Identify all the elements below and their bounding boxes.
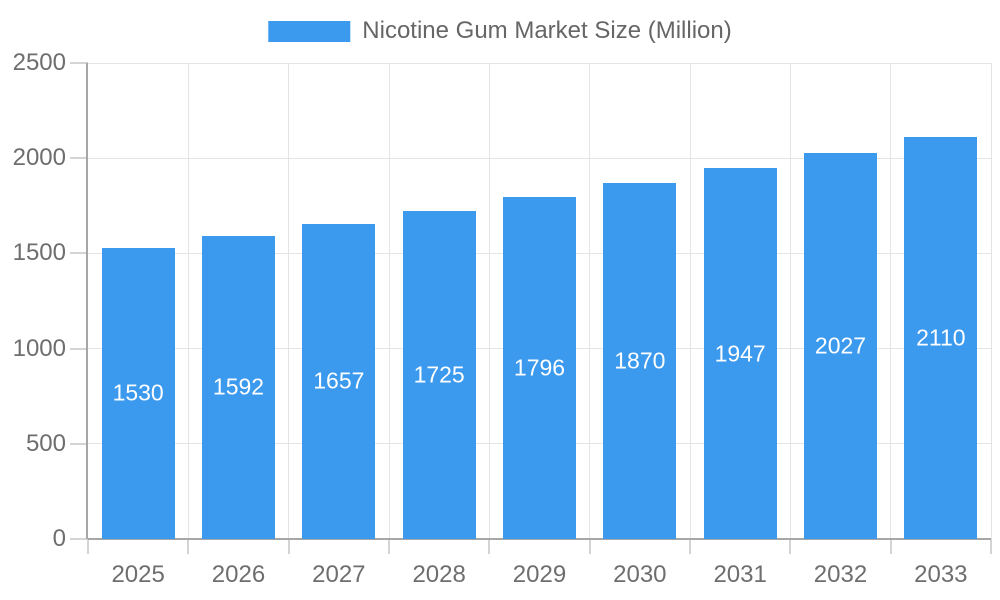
x-tick-label: 2025: [111, 561, 165, 588]
y-tick-label: 1000: [12, 334, 66, 362]
bar-value-label: 1725: [413, 361, 465, 388]
x-tick-label: 2028: [412, 561, 466, 588]
legend-label: Nicotine Gum Market Size (Million): [362, 17, 732, 44]
y-tick-label: 2500: [12, 49, 66, 76]
x-gridline: [187, 63, 189, 539]
bar-value-label: 1796: [513, 354, 566, 381]
bar-value-label: 1947: [714, 340, 766, 367]
x-tick-label: 2027: [312, 561, 366, 588]
x-tick-label: 2026: [211, 561, 266, 588]
x-axis-tick: [889, 539, 892, 554]
x-gridline: [789, 63, 791, 539]
x-axis-tick: [187, 539, 190, 554]
bar-value-label: 1870: [614, 347, 666, 374]
y-axis-tick: [70, 538, 88, 540]
bar: 1725: [402, 210, 476, 539]
y-tick-label: 500: [25, 429, 66, 457]
x-gridline: [990, 63, 992, 539]
y-tick-label: 1500: [12, 239, 66, 267]
y-tick-label: 2000: [12, 144, 66, 172]
x-axis-tick: [87, 539, 89, 554]
bar: 2027: [804, 153, 877, 539]
x-gridline: [890, 63, 892, 539]
bar: 1870: [603, 182, 677, 539]
x-axis-tick: [488, 539, 491, 554]
x-axis-tick: [789, 539, 792, 554]
x-axis-tick: [588, 539, 591, 554]
y-axis-tick: [70, 347, 88, 350]
x-gridline: [589, 63, 591, 539]
y-axis-tick: [70, 252, 88, 255]
bar: 2110: [904, 137, 978, 539]
y-gridline: [88, 157, 991, 159]
x-gridline: [488, 63, 490, 539]
bar-value-label: 1592: [212, 373, 265, 400]
bar-value-label: 2027: [814, 332, 867, 359]
bar: 1947: [703, 168, 777, 539]
bar: 1657: [302, 223, 376, 539]
x-tick-label: 2033: [914, 561, 968, 588]
bar-value-label: 1657: [313, 367, 365, 394]
x-axis-line: [88, 538, 991, 540]
bar: 1796: [503, 197, 576, 539]
legend-swatch: [268, 20, 351, 42]
bar: 1592: [202, 235, 275, 539]
x-axis-tick: [990, 539, 992, 554]
bar-value-label: 2110: [916, 324, 966, 351]
x-axis-tick: [287, 539, 290, 554]
x-gridline: [388, 63, 390, 539]
x-gridline: [288, 63, 290, 539]
x-axis-tick: [388, 539, 390, 554]
x-gridline: [689, 63, 691, 539]
y-axis-tick: [70, 442, 88, 445]
y-tick-label: 0: [52, 525, 66, 552]
y-axis-line: [86, 63, 88, 539]
x-tick-label: 2031: [713, 561, 767, 588]
y-gridline: [88, 62, 991, 64]
x-tick-label: 2032: [813, 561, 868, 588]
x-tick-label: 2029: [512, 561, 567, 588]
x-axis-tick: [689, 539, 691, 554]
legend-item[interactable]: Nicotine Gum Market Size (Million): [268, 17, 732, 45]
bar-value-label: 1530: [112, 379, 164, 406]
y-axis-tick: [70, 62, 88, 64]
y-axis-tick: [70, 157, 88, 160]
x-tick-label: 2030: [613, 561, 667, 588]
bar: 1530: [101, 247, 175, 539]
